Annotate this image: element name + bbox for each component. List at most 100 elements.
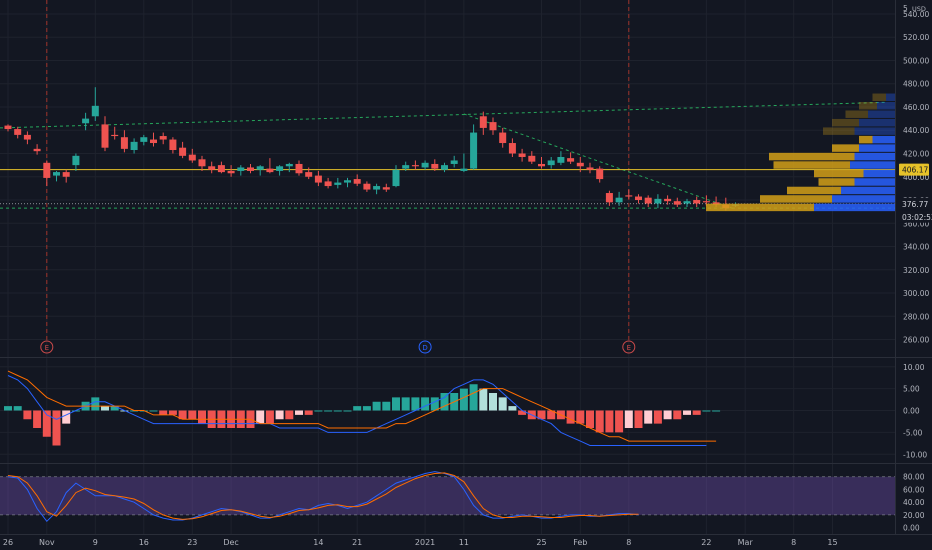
macd-histogram-bar xyxy=(615,410,624,433)
volume-profile-bar-blue xyxy=(872,135,895,144)
candle-body xyxy=(499,132,507,144)
candle-body xyxy=(62,172,70,177)
candle-body xyxy=(130,141,138,151)
volume-profile-bar-blue xyxy=(841,186,895,195)
candle-body xyxy=(644,197,652,204)
price-tag-text: 406.17 xyxy=(902,166,928,175)
candle-body xyxy=(43,162,51,178)
macd-histogram-bar xyxy=(265,410,274,424)
macd-histogram-bar xyxy=(634,410,643,428)
volume-profile-bar-yellow xyxy=(706,203,814,212)
macd-histogram-bar xyxy=(440,393,449,411)
candle-body xyxy=(421,162,429,168)
candle-body xyxy=(712,202,720,205)
macd-histogram-bar xyxy=(275,410,284,420)
macd-histogram-bar xyxy=(624,410,633,428)
candle-body xyxy=(576,162,584,167)
candle-body xyxy=(111,134,119,137)
price-tick-label: 420.00 xyxy=(903,149,929,158)
volume-profile-bar-yellow xyxy=(832,118,859,127)
candle-body xyxy=(363,183,371,190)
candle-body xyxy=(344,180,351,183)
candle-body xyxy=(4,125,12,130)
macd-histogram-bar xyxy=(33,410,42,428)
macd-histogram-bar xyxy=(314,410,323,412)
macd-histogram-bar xyxy=(712,410,721,412)
candle-body xyxy=(586,167,594,170)
macd-histogram-bar xyxy=(595,410,604,433)
macd-tick-label: -5.00 xyxy=(903,428,923,437)
macd-histogram-bar xyxy=(42,410,51,437)
macd-histogram-bar xyxy=(411,397,420,411)
macd-histogram-bar xyxy=(91,397,100,411)
volume-profile-bar-blue xyxy=(859,144,895,152)
x-tick-label: 26 xyxy=(3,538,13,547)
macd-tick-label: -10.00 xyxy=(903,450,927,459)
price-tick-label: 340.00 xyxy=(903,243,929,252)
macd-histogram-bar xyxy=(198,410,206,424)
candle-body xyxy=(538,163,545,167)
candle-body xyxy=(683,201,691,204)
price-tick-label: 400.00 xyxy=(903,173,929,182)
candle-body xyxy=(101,124,109,148)
candle-body xyxy=(188,154,196,161)
macd-histogram-bar xyxy=(333,410,342,412)
volume-profile-bar-yellow xyxy=(814,169,864,178)
macd-histogram-bar xyxy=(489,393,497,411)
candle-body xyxy=(82,118,90,124)
candle-body xyxy=(654,198,662,204)
price-tick-label: 260.00 xyxy=(903,336,929,345)
macd-histogram-bar xyxy=(644,410,653,424)
macd-histogram-bar xyxy=(663,410,672,420)
price-tag-bg xyxy=(899,210,929,223)
candle-body xyxy=(547,160,555,166)
macd-histogram-bar xyxy=(372,401,381,411)
candle-body xyxy=(470,132,478,169)
candle-body xyxy=(567,158,575,162)
macd-histogram-bar xyxy=(576,410,585,424)
event-label: E xyxy=(45,344,49,352)
countdown-tag: 03:02:53 xyxy=(899,210,932,223)
macd-histogram-bar xyxy=(459,388,468,411)
price-tick-label: 360.00 xyxy=(903,219,929,228)
candle-body xyxy=(120,137,128,149)
candle-body xyxy=(208,166,216,170)
price-tick-label: 300.00 xyxy=(903,289,929,298)
price-tick-label: 480.00 xyxy=(903,80,929,89)
volume-profile-bar-yellow xyxy=(832,144,859,152)
price-tag-bg xyxy=(899,163,929,176)
x-tick-label: 8 xyxy=(791,538,796,547)
candle-body xyxy=(450,160,458,164)
volume-profile-bar-blue xyxy=(832,195,895,203)
volume-profile-bar-yellow xyxy=(859,102,877,110)
stoch-rsi-pane[interactable] xyxy=(0,471,895,523)
candle-body xyxy=(605,193,613,203)
macd-pane[interactable] xyxy=(4,370,721,446)
macd-histogram-bar xyxy=(168,410,177,415)
candle-body xyxy=(305,172,313,177)
macd-histogram-bar xyxy=(324,410,333,412)
candle-body xyxy=(150,139,157,144)
macd-histogram-bar xyxy=(653,410,662,424)
macd-histogram-bar xyxy=(295,410,303,415)
yellow-level-tag: 406.17 xyxy=(899,163,929,176)
macd-histogram-bar xyxy=(566,410,575,424)
volume-profile-bar-blue xyxy=(854,127,895,135)
price-tick-label: 280.00 xyxy=(903,312,929,321)
macd-histogram-bar xyxy=(692,410,701,415)
candle-body xyxy=(198,159,206,167)
macd-histogram-bar xyxy=(188,410,197,420)
macd-histogram-bar xyxy=(304,410,313,415)
macd-histogram-bar xyxy=(673,410,682,420)
macd-histogram-bar xyxy=(498,397,507,411)
macd-histogram-bar xyxy=(4,406,12,411)
price-top-label: 5 xyxy=(903,4,908,13)
macd-histogram-bar xyxy=(683,410,691,415)
macd-tick-label: 0.00 xyxy=(903,407,920,416)
candle-body xyxy=(91,105,99,117)
axes: 26 Nov 9 16 23 Dec 14 21 2021 11 25 Feb 8 22 Mar 8 15 260… xyxy=(3,4,932,547)
macd-histogram-bar xyxy=(353,406,362,411)
macd-histogram-bar xyxy=(586,410,594,428)
macd-line xyxy=(7,375,707,446)
